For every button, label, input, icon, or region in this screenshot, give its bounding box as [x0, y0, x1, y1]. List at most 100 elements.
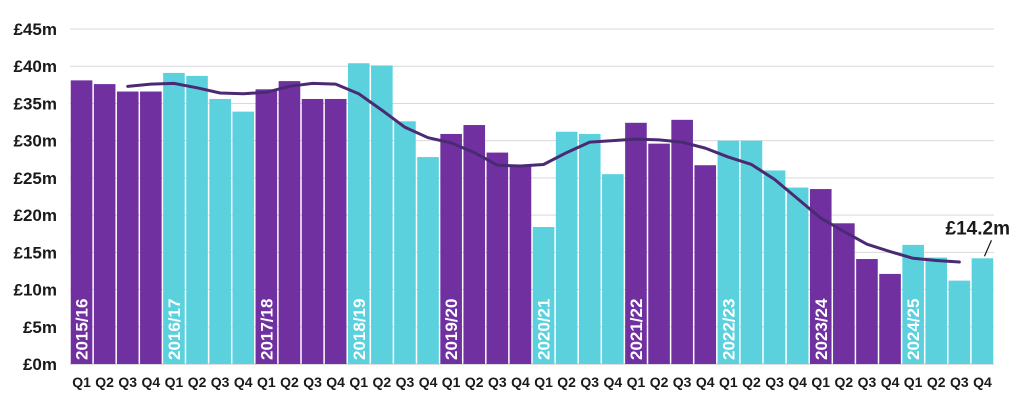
- annotation-label: £14.2m: [946, 218, 1010, 239]
- x-tick-label: Q4: [604, 374, 623, 390]
- x-tick-label: Q1: [811, 374, 830, 390]
- x-tick-label: Q2: [927, 374, 946, 390]
- bar: [740, 140, 763, 364]
- x-tick-label: Q4: [142, 374, 161, 390]
- bar: [186, 75, 208, 365]
- x-tick-label: Q4: [326, 374, 345, 390]
- bar: [509, 165, 532, 364]
- year-label: 2021/22: [627, 299, 646, 360]
- bar: [902, 244, 924, 364]
- x-tick-label: Q4: [234, 374, 253, 390]
- x-tick-label: Q1: [349, 374, 368, 390]
- x-tick-label: Q2: [465, 374, 484, 390]
- x-tick-label: Q3: [580, 374, 599, 390]
- bar: [116, 91, 139, 365]
- year-label: 2023/24: [812, 298, 831, 360]
- bar: [70, 80, 93, 364]
- y-tick-label: £15m: [14, 243, 57, 262]
- bars: [70, 63, 994, 365]
- bar: [786, 187, 809, 364]
- bar: [763, 170, 786, 364]
- y-tick-label: £20m: [14, 206, 57, 225]
- x-tick-label: Q3: [488, 374, 507, 390]
- x-tick-label: Q2: [557, 374, 576, 390]
- x-tick-label: Q4: [511, 374, 530, 390]
- bar: [324, 98, 347, 364]
- bar: [301, 98, 324, 364]
- year-label: 2020/21: [535, 299, 554, 360]
- bar: [532, 227, 555, 364]
- x-tick-label: Q1: [534, 374, 553, 390]
- y-tick-label: £0m: [23, 355, 57, 374]
- bar: [694, 165, 717, 364]
- bar: [394, 121, 416, 364]
- x-tick-label: Q3: [211, 374, 230, 390]
- x-tick-label: Q2: [280, 374, 299, 390]
- y-tick-label: £35m: [14, 94, 57, 113]
- year-label: 2017/18: [257, 299, 276, 360]
- bar: [602, 174, 624, 364]
- x-tick-label: Q3: [673, 374, 692, 390]
- bar: [486, 152, 509, 364]
- bar: [948, 280, 971, 364]
- bar: [255, 89, 278, 365]
- x-tick-label: Q2: [188, 374, 207, 390]
- bar: [879, 273, 901, 364]
- y-tick-label: £5m: [23, 318, 57, 337]
- x-tick-label: Q1: [627, 374, 646, 390]
- x-tick-label: Q1: [719, 374, 738, 390]
- x-tick-label: Q1: [165, 374, 184, 390]
- x-tick-label: Q3: [396, 374, 415, 390]
- y-tick-label: £30m: [14, 132, 57, 151]
- bar: [971, 258, 994, 364]
- y-tick-label: £25m: [14, 169, 57, 188]
- bar: [371, 65, 393, 364]
- x-tick-label: Q4: [881, 374, 900, 390]
- bar: [93, 84, 116, 364]
- year-label: 2018/19: [350, 299, 369, 360]
- bar: [671, 119, 693, 364]
- rolling-average-series: [126, 81, 961, 264]
- annotation-leader: [983, 240, 992, 257]
- x-tick-label: Q3: [765, 374, 784, 390]
- x-tick-label: Q4: [788, 374, 807, 390]
- x-tick-label: Q3: [118, 374, 137, 390]
- x-tick-label: Q1: [72, 374, 91, 390]
- bar: [856, 259, 878, 364]
- year-labels: 2015/16 2016/17 2017/18 2018/19 2019/20 2020/…: [73, 298, 924, 360]
- bar: [232, 111, 255, 364]
- year-label: 2024/25: [904, 299, 923, 360]
- y-tick-label: £45m: [14, 20, 57, 39]
- gridlines: [70, 28, 994, 365]
- x-tick-label: Q2: [742, 374, 761, 390]
- bar: [463, 125, 486, 365]
- year-label: 2022/23: [719, 299, 738, 360]
- x-tick-label: Q4: [419, 374, 438, 390]
- bar: [833, 223, 855, 364]
- year-label: 2016/17: [165, 299, 184, 360]
- bar: [809, 189, 832, 364]
- x-tick-label: Q3: [950, 374, 969, 390]
- bar: [625, 122, 647, 364]
- x-tick-label: Q1: [442, 374, 461, 390]
- bar: [417, 157, 439, 364]
- bar: [440, 133, 462, 364]
- x-tick-label: Q2: [650, 374, 669, 390]
- x-tick-label: Q1: [257, 374, 276, 390]
- x-axis-ticks: Q1 Q2 Q3 Q4 Q1 Q2 Q3 Q4 Q1 Q2 Q3 Q4 Q1 Q2 Q3 Q4 Q1 Q2 Q3 Q4…: [72, 374, 992, 390]
- y-tick-label: £10m: [14, 281, 57, 300]
- x-tick-label: Q2: [95, 374, 114, 390]
- x-tick-label: Q3: [858, 374, 877, 390]
- bar: [925, 257, 948, 364]
- bar: [648, 143, 670, 364]
- bar: [140, 91, 162, 365]
- annotation: £14.2m: [946, 218, 1010, 257]
- y-tick-label: £40m: [14, 57, 57, 76]
- x-tick-label: Q3: [303, 374, 322, 390]
- x-tick-label: Q2: [373, 374, 392, 390]
- bar: [209, 98, 231, 364]
- bar: [347, 63, 370, 364]
- x-tick-label: Q1: [904, 374, 923, 390]
- y-axis-ticks: £0m £5m £10m £15m £20m £25m £30m £35m £40m £45m: [14, 20, 57, 374]
